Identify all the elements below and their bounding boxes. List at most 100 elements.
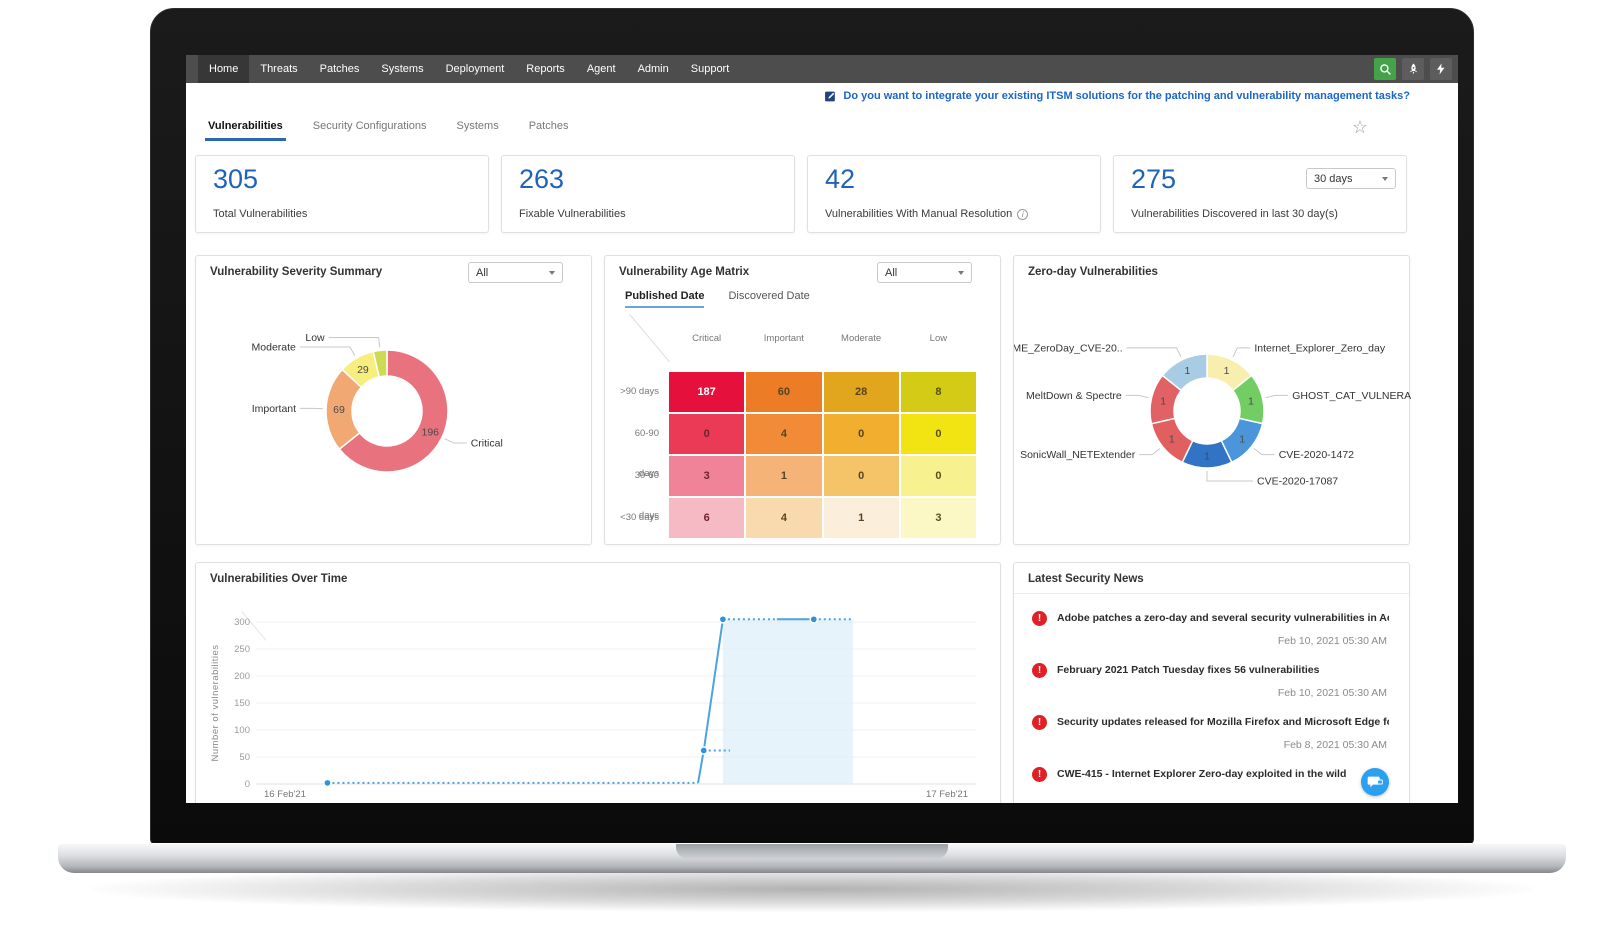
chat-icon bbox=[1367, 774, 1383, 790]
matrix-cell-60-90-days-important[interactable]: 4 bbox=[746, 414, 822, 454]
laptop-base bbox=[58, 843, 1566, 873]
chevron-down-icon bbox=[958, 270, 964, 275]
slice-label-cve-2020-17087: CVE-2020-17087 bbox=[1257, 476, 1338, 488]
slice-label-meltdown-spectre: MeltDown & Spectre bbox=[1026, 390, 1122, 402]
matrix-col-header-critical: Critical bbox=[692, 333, 722, 344]
nav-item-patches[interactable]: Patches bbox=[319, 63, 360, 75]
matrix-cell-60-90-days-low[interactable]: 0 bbox=[900, 414, 976, 454]
nav-item-threats[interactable]: Threats bbox=[260, 63, 298, 75]
matrix-cell-90-days-moderate[interactable]: 28 bbox=[823, 372, 899, 412]
donut-slice-critical[interactable] bbox=[338, 349, 449, 473]
alert-icon: ! bbox=[1032, 611, 1047, 626]
age-matrix-filter-select[interactable]: All bbox=[877, 262, 972, 283]
matrix-corner bbox=[619, 330, 667, 350]
matrix-cell-30-days-critical[interactable]: 6 bbox=[669, 498, 745, 538]
matrix-cell-30-60-days-critical[interactable]: 3 bbox=[669, 456, 745, 496]
period-select[interactable]: 30 days bbox=[1306, 168, 1396, 189]
news-item-date: Feb 8, 2021 05:30 AM bbox=[1283, 739, 1387, 751]
nav-item-support[interactable]: Support bbox=[690, 63, 730, 75]
select-value: All bbox=[885, 266, 898, 279]
vulnerabilities-over-time-chart: 0 50 100 150 200 250 300 Number of vulnerabilit… bbox=[210, 614, 976, 800]
data-point[interactable] bbox=[809, 614, 819, 624]
nav-item-admin[interactable]: Admin bbox=[637, 63, 669, 75]
matrix-cell-30-days-low[interactable]: 3 bbox=[900, 498, 976, 538]
rocket-button[interactable] bbox=[1402, 58, 1424, 80]
slice-label-low: Low bbox=[305, 332, 325, 344]
tab-security-configurations[interactable]: Security Configurations bbox=[312, 120, 427, 132]
star-icon[interactable]: ☆ bbox=[1351, 117, 1368, 137]
tab-systems[interactable]: Systems bbox=[456, 120, 499, 132]
tabs: Vulnerabilities Security Configurations Sy… bbox=[186, 109, 1458, 141]
stat-value: 42 bbox=[825, 164, 856, 194]
alert-icon: ! bbox=[1032, 767, 1047, 782]
divider bbox=[1014, 593, 1409, 594]
itsm-banner-link[interactable]: Do you want to integrate your existing I… bbox=[843, 90, 1410, 102]
laptop-notch bbox=[676, 844, 948, 859]
nav-item-agent[interactable]: Agent bbox=[586, 63, 616, 75]
zero-day-panel: Zero-day Vulnerabilities 1 Internet_Explo… bbox=[1013, 255, 1411, 545]
matrix-tab-discovered-date[interactable]: Discovered Date bbox=[728, 290, 810, 302]
slice-label-cve-2020-1472: CVE-2020-1472 bbox=[1279, 449, 1354, 461]
label-leader-line bbox=[1125, 394, 1149, 399]
news-item-title: February 2021 Patch Tuesday fixes 56 vul… bbox=[1057, 664, 1320, 676]
stat-label: Fixable Vulnerabilities bbox=[519, 208, 626, 220]
matrix-cell-30-days-important[interactable]: 4 bbox=[746, 498, 822, 538]
nav-item-reports[interactable]: Reports bbox=[526, 63, 565, 75]
chevron-down-icon bbox=[1382, 176, 1388, 181]
series-segment bbox=[702, 619, 724, 751]
matrix-col-header-important: Important bbox=[763, 333, 804, 344]
slice-value: 1 bbox=[1169, 434, 1175, 446]
matrix-cell-60-90-days-critical[interactable]: 0 bbox=[669, 414, 745, 454]
age-matrix-panel: Vulnerability Age Matrix All Published D… bbox=[604, 255, 1001, 545]
news-item-title: Adobe patches a zero-day and several sec… bbox=[1057, 612, 1389, 624]
stat-card-total-vulnerabilities[interactable]: 305 Total Vulnerabilities bbox=[195, 155, 489, 233]
news-item[interactable]: ! Adobe patches a zero-day and several se… bbox=[1014, 595, 1409, 647]
stat-card-vulnerabilities-with-manual-resolution[interactable]: 42 Vulnerabilities With Manual Resolution… bbox=[807, 155, 1101, 233]
news-item[interactable]: ! CWE-415 - Internet Explorer Zero-day ex… bbox=[1014, 751, 1409, 782]
donut-slice-low[interactable] bbox=[372, 349, 388, 378]
slice-label-important: Important bbox=[252, 403, 296, 415]
news-item[interactable]: ! February 2021 Patch Tuesday fixes 56 vu… bbox=[1014, 647, 1409, 699]
news-item[interactable]: ! Security updates released for Mozilla F… bbox=[1014, 699, 1409, 751]
matrix-cell-90-days-important[interactable]: 60 bbox=[746, 372, 822, 412]
select-value: 30 days bbox=[1314, 172, 1353, 185]
label-leader-line bbox=[299, 346, 356, 356]
data-point[interactable] bbox=[718, 614, 728, 624]
matrix-cell-30-60-days-moderate[interactable]: 0 bbox=[823, 456, 899, 496]
data-point[interactable] bbox=[323, 778, 332, 788]
search-icon bbox=[1379, 63, 1392, 76]
nav-item-deployment[interactable]: Deployment bbox=[445, 63, 505, 75]
news-item-title: Security updates released for Mozilla Fi… bbox=[1057, 716, 1389, 728]
matrix-cell-30-60-days-important[interactable]: 1 bbox=[746, 456, 822, 496]
severity-filter-select[interactable]: All bbox=[468, 262, 563, 283]
stat-card-fixable-vulnerabilities[interactable]: 263 Fixable Vulnerabilities bbox=[501, 155, 795, 233]
nav-item-home[interactable]: Home bbox=[198, 55, 250, 83]
series-segment bbox=[697, 750, 705, 784]
nav-actions bbox=[1374, 58, 1452, 80]
nav-item-systems[interactable]: Systems bbox=[381, 63, 424, 75]
lightning-button[interactable] bbox=[1430, 58, 1452, 80]
y-tick-label: 200 bbox=[234, 671, 250, 682]
tab-vulnerabilities[interactable]: Vulnerabilities bbox=[205, 109, 286, 141]
info-icon[interactable]: i bbox=[1017, 208, 1029, 220]
matrix-cell-30-60-days-low[interactable]: 0 bbox=[900, 456, 976, 496]
label-leader-line bbox=[1139, 448, 1161, 456]
matrix-tab-published-date[interactable]: Published Date bbox=[625, 290, 705, 308]
search-button[interactable] bbox=[1374, 58, 1396, 80]
over-time-panel: Vulnerabilities Over Time 0 50 100 150 200 25… bbox=[195, 562, 1001, 803]
y-tick-label: 0 bbox=[245, 779, 250, 790]
matrix-cell-30-days-moderate[interactable]: 1 bbox=[823, 498, 899, 538]
severity-summary-panel: Vulnerability Severity Summary All 196 Cr… bbox=[195, 255, 592, 545]
matrix-cell-90-days-critical[interactable]: 187 bbox=[669, 372, 745, 412]
stat-card-vulnerabilities-discovered-in-last-30-day-s[interactable]: 275 Vulnerabilities Discovered in last 30… bbox=[1113, 155, 1407, 233]
matrix-cell-60-90-days-moderate[interactable]: 0 bbox=[823, 414, 899, 454]
tab-patches[interactable]: Patches bbox=[528, 120, 569, 132]
y-tick-label: 150 bbox=[234, 698, 250, 709]
matrix-cell-90-days-low[interactable]: 8 bbox=[900, 372, 976, 412]
data-point[interactable] bbox=[699, 746, 709, 755]
slice-value: 69 bbox=[333, 404, 345, 416]
chat-button[interactable] bbox=[1361, 768, 1389, 796]
label-leader-line bbox=[328, 336, 381, 348]
news-item-title: CWE-415 - Internet Explorer Zero-day exp… bbox=[1057, 768, 1347, 780]
donut-slice-chrome-zeroday-cve-20[interactable] bbox=[1161, 353, 1208, 392]
